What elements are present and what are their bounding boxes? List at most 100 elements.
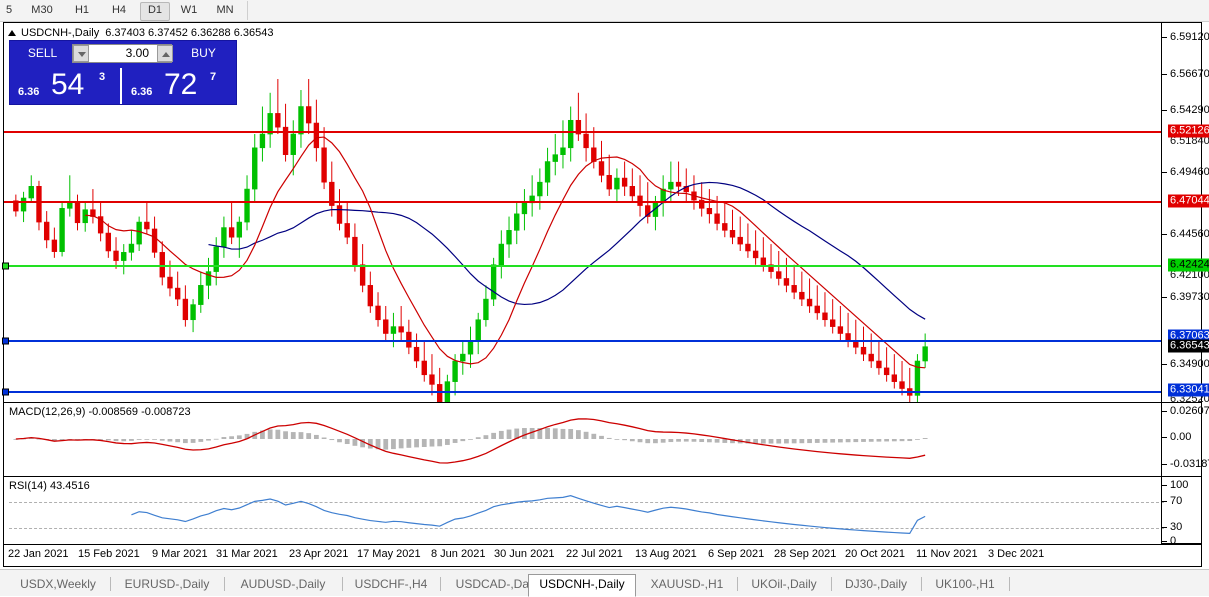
rsi-tick-label: 100 [1170,479,1189,491]
rsi-tick-label: 30 [1170,521,1183,533]
date-axis-label: 15 Feb 2021 [78,548,140,560]
price-tick-label: 6.59120 [1170,31,1209,43]
date-axis-label: 11 Nov 2021 [916,548,978,560]
rsi-line [131,495,926,534]
price-tick-mark [1162,110,1167,111]
date-axis-label: 22 Jan 2021 [8,548,69,560]
price-tag-green[interactable]: 6.42424 [1168,258,1209,272]
chart-tab[interactable]: USDCAD-,Daily [455,577,541,591]
price-tag-red[interactable]: 6.52126 [1168,124,1209,138]
level-handle-support-blue-1[interactable] [2,337,9,345]
macd-chart-svg [13,418,928,464]
tab-divider [110,577,111,591]
timeframe-button-m30[interactable]: M30 [31,4,53,16]
date-axis-label: 31 Mar 2021 [216,548,278,560]
macd-tick-mark [1162,464,1167,465]
timeframe-button-h1[interactable]: H1 [74,4,90,16]
macd-tick-label: 0.00 [1170,431,1192,443]
buy-button[interactable]: BUY [191,46,216,60]
scale-divider-rsi [1161,476,1202,477]
price-tag-blue[interactable]: 6.33041 [1168,383,1209,397]
timeframe-button-h4[interactable]: H4 [111,4,127,16]
collapse-triangle-icon[interactable] [8,30,16,37]
macd-signal-line [15,418,926,464]
sell-button[interactable]: SELL [27,46,58,60]
macd-pane: MACD(12,26,9) -0.008569 -0.008723 [4,402,1161,475]
macd-label: MACD(12,26,9) -0.008569 -0.008723 [9,406,191,418]
caret-down-icon [78,52,86,57]
chart-tab[interactable]: USDCNH-,Daily [528,574,636,597]
price-tick-mark [1162,172,1167,173]
chart-tab[interactable]: DJ30-,Daily [844,577,907,591]
rsi-tick-mark [1162,485,1167,486]
price-pane [4,24,1161,402]
level-line-resistance-2[interactable] [4,201,1161,203]
sell-price-block[interactable]: 6.36 54 3 [11,68,122,104]
price-tag-black[interactable]: 6.36543 [1168,339,1209,353]
ma-fast-line [85,136,926,369]
price-tick-mark [1162,37,1167,38]
macd-tick-mark [1162,411,1167,412]
volume-input[interactable]: 3.00 [72,44,172,63]
date-axis-label: 22 Jul 2021 [566,548,623,560]
date-axis: 22 Jan 2021 15 Feb 2021 9 Mar 2021 31 Mar 2… [4,544,1202,565]
rsi-tick-mark [1162,541,1167,542]
macd-tick-mark [1162,437,1167,438]
price-tag-red[interactable]: 6.47044 [1168,194,1209,208]
chart-ohlc-values: 6.37403 6.37452 6.36288 6.36543 [105,27,274,39]
price-tag-blue[interactable]: 6.37063 [1168,329,1209,343]
date-axis-label: 23 Apr 2021 [289,548,349,560]
caret-up-icon [162,52,170,57]
chart-tab[interactable]: UKOil-,Daily [751,577,817,591]
level-handle-support-blue-2[interactable] [2,388,9,396]
price-tick-mark [1162,74,1167,75]
price-tick-mark [1162,234,1167,235]
price-tick-mark [1162,364,1167,365]
sell-price-big: 54 [51,68,85,101]
timeframe-button-mn[interactable]: MN [216,4,234,16]
volume-decrease-button[interactable] [73,45,89,62]
tab-divider [1009,577,1010,591]
buy-price-block[interactable]: 6.36 72 7 [124,68,235,104]
macd-tick-label: 0.02607 [1170,405,1209,417]
chart-tab[interactable]: AUDUSD-,Daily [240,577,326,591]
tab-divider [440,577,441,591]
level-handle-support-green[interactable] [2,262,9,270]
timeframe-toolbar: 5 M30 H1 H4 D1 W1 MN [0,0,1209,22]
level-line-support-blue-2[interactable] [4,391,1161,393]
chart-tab[interactable]: UK100-,H1 [935,577,995,591]
rsi-tick-mark [1162,501,1167,502]
buy-price-fraction: 7 [210,71,217,83]
level-line-support-green[interactable] [4,265,1161,267]
chart-tab[interactable]: XAUUSD-,H1 [650,577,724,591]
chart-tab[interactable]: USDCHF-,H4 [354,577,428,591]
chart-tab[interactable]: EURUSD-,Daily [124,577,210,591]
rsi-tick-label: 70 [1170,495,1183,507]
chart-tab[interactable]: USDX,Weekly [20,577,96,591]
volume-increase-button[interactable] [157,45,173,62]
timeframe-button-d1[interactable]: D1 [140,2,170,21]
tab-divider [342,577,343,591]
tab-divider [737,577,738,591]
timeframe-button-w1[interactable]: W1 [180,4,198,16]
one-click-trading-panel: SELL 3.00 BUY 6.36 54 3 6.36 72 7 [9,40,237,105]
level-line-support-blue-1[interactable] [4,340,1161,342]
rsi-tick-mark [1162,527,1167,528]
level-line-resistance-1[interactable] [4,131,1161,133]
timeframe-button-m15[interactable]: 5 [5,4,13,16]
macd-histogram [13,427,928,450]
date-axis-label: 28 Sep 2021 [774,548,837,560]
rsi-level-30 [9,528,1164,529]
rsi-pane: RSI(14) 43.4516 [4,476,1164,543]
rsi-label: RSI(14) 43.4516 [9,480,90,492]
tab-divider [224,577,225,591]
volume-value: 3.00 [125,46,149,60]
scale-divider-macd [1161,402,1202,403]
date-axis-label: 30 Jun 2021 [494,548,555,560]
price-label-occluded: 6.51840 [1170,135,1209,147]
ma-slow-line [208,181,926,320]
price-tick-mark [1162,297,1167,298]
one-click-price-row: 6.36 54 3 6.36 72 7 [10,67,236,104]
price-scale[interactable]: 6.59120 6.56670 6.54290 6.49460 6.44560 6.397… [1161,23,1209,547]
